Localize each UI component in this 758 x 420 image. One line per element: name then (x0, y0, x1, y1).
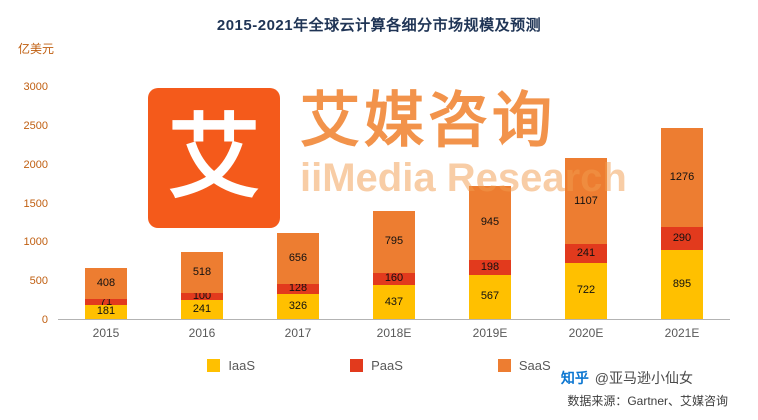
legend-swatch (207, 359, 221, 372)
bar-segment-iaas: 895 (661, 249, 703, 319)
bar-group: 437 160 795 2018E (346, 87, 442, 340)
y-axis-tick-label: 2500 (23, 119, 48, 132)
legend-label: PaaS (371, 358, 403, 373)
author-credit: 知乎 @亚马逊小仙女 (561, 368, 693, 388)
bar-value-label: 1107 (574, 194, 598, 207)
x-axis-label: 2020E (568, 326, 604, 340)
bar-segment-saas: 1107 (565, 158, 607, 245)
y-axis-tick-label: 2000 (23, 158, 48, 171)
y-axis-tick-label: 1000 (23, 236, 48, 249)
bar-value-label: 408 (96, 277, 116, 290)
author-handle: @亚马逊小仙女 (594, 370, 693, 386)
y-axis-tick-label: 0 (41, 314, 48, 326)
legend: IaaS PaaS SaaS (0, 358, 758, 373)
bar-segment-paas: 241 (565, 244, 607, 263)
x-axis-label: 2015 (92, 326, 120, 340)
legend-item-iaas: IaaS (207, 358, 255, 373)
bar-group: 567 198 945 2019E (442, 87, 538, 340)
bar-group: 326 128 656 2017 (250, 87, 346, 340)
bar-value-label: 895 (672, 277, 692, 290)
bar-segment-iaas: 241 (181, 300, 223, 319)
bar-value-label: 1276 (669, 170, 695, 183)
bar-segment-paas: 290 (661, 226, 703, 250)
bar-segment-saas: 518 (181, 252, 223, 293)
bar-segment-saas: 1276 (661, 127, 703, 227)
stacked-bar: 895 290 1276 (661, 127, 703, 319)
bar-value-label: 518 (192, 265, 212, 278)
bar-value-label: 100 (192, 289, 212, 302)
bar-segment-iaas: 437 (373, 285, 415, 319)
bar-segment-iaas: 567 (469, 274, 511, 319)
bar-value-label: 128 (288, 282, 308, 295)
y-axis-tick-label: 1500 (23, 197, 48, 210)
legend-swatch (497, 359, 511, 372)
chart-title: 2015-2021年全球云计算各细分市场规模及预测 (216, 17, 542, 34)
stacked-bar: 437 160 795 (373, 210, 415, 319)
plot-area: 181 71 408 2015 241 100 518 2016 326 128 656 2017 43… (58, 87, 730, 340)
y-axis-unit-label: 亿美元 (18, 42, 55, 56)
x-axis-label: 2021E (664, 326, 700, 340)
bar-segment-iaas: 326 (277, 293, 319, 319)
zhihu-logo: 知乎 (560, 370, 589, 386)
bar-segment-saas: 408 (85, 267, 127, 300)
legend-item-saas: SaaS (497, 358, 551, 373)
bar-segment-paas: 128 (277, 282, 319, 295)
stacked-bar: 326 128 656 (277, 232, 319, 319)
legend-label: SaaS (518, 358, 551, 373)
y-axis-tick-label: 3000 (23, 81, 48, 93)
bar-value-label: 945 (480, 216, 500, 229)
stacked-bar: 181 71 408 (85, 267, 127, 319)
stacked-bar: 567 198 945 (469, 186, 511, 319)
x-axis-label: 2018E (376, 326, 412, 340)
legend-item-paas: PaaS (350, 358, 403, 373)
x-axis-label: 2016 (188, 326, 216, 340)
bar-value-label: 567 (480, 290, 500, 303)
legend-label: IaaS (228, 358, 256, 373)
bar-group: 241 100 518 2016 (154, 87, 250, 340)
stacked-bar: 241 100 518 (181, 252, 223, 319)
bar-segment-paas: 100 (181, 289, 223, 302)
x-axis-label: 2017 (284, 326, 312, 340)
bar-value-label: 437 (384, 295, 404, 308)
legend-swatch (350, 359, 364, 372)
y-axis-tick-label: 500 (29, 275, 48, 288)
bar-value-label: 160 (384, 272, 404, 285)
bar-value-label: 241 (576, 247, 596, 260)
stacked-bar: 722 241 1107 (565, 158, 607, 319)
bar-value-label: 722 (576, 284, 596, 297)
bar-group: 722 241 1107 2020E (538, 87, 634, 340)
bar-segment-saas: 656 (277, 232, 319, 284)
bar-value-label: 181 (96, 305, 116, 318)
bar-segment-saas: 795 (373, 210, 415, 273)
bar-group: 895 290 1276 2021E (634, 87, 730, 340)
y-axis: 0 500 1000 1500 2000 2500 3000 (8, 81, 52, 326)
bar-value-label: 290 (672, 231, 692, 244)
bar-value-label: 198 (480, 260, 500, 273)
bar-value-label: 656 (288, 251, 308, 264)
bar-segment-paas: 198 (469, 259, 511, 275)
bar-value-label: 241 (192, 303, 212, 316)
bar-segment-iaas: 722 (565, 262, 607, 319)
bar-segment-paas: 71 (85, 295, 127, 308)
x-axis-label: 2019E (472, 326, 508, 340)
bar-segment-paas: 160 (373, 272, 415, 286)
bar-segment-iaas: 181 (85, 304, 127, 319)
bar-value-label: 326 (288, 299, 308, 312)
data-source-note: 数据来源：Gartner、艾媒咨询 (567, 394, 728, 408)
bar-group: 181 71 408 2015 (58, 87, 154, 340)
bar-value-label: 71 (99, 295, 113, 308)
bar-value-label: 795 (384, 235, 404, 248)
bar-segment-saas: 945 (469, 186, 511, 260)
